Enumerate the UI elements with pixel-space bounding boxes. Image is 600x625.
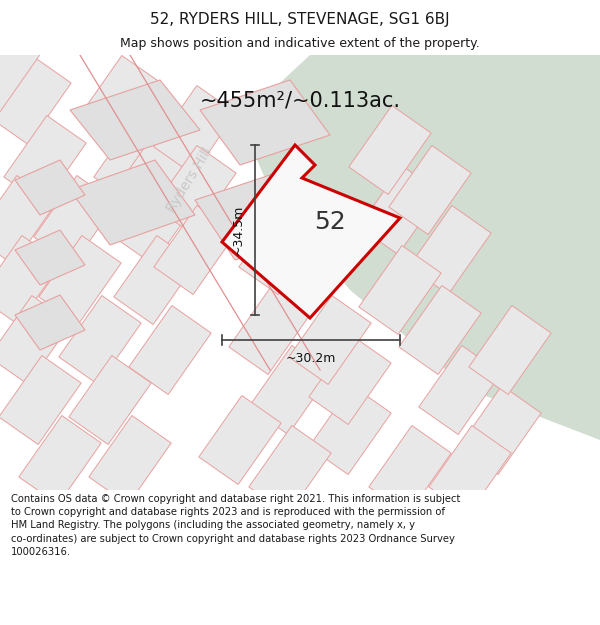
Polygon shape (195, 170, 320, 260)
Polygon shape (59, 296, 141, 384)
Polygon shape (222, 145, 400, 318)
Polygon shape (124, 116, 206, 204)
Polygon shape (79, 56, 161, 144)
Polygon shape (419, 346, 501, 434)
Polygon shape (309, 336, 391, 424)
Polygon shape (114, 236, 196, 324)
Polygon shape (229, 286, 311, 374)
Polygon shape (429, 426, 511, 514)
Text: 52: 52 (314, 210, 346, 234)
Polygon shape (0, 176, 56, 264)
Text: ~34.5m: ~34.5m (232, 205, 245, 255)
Polygon shape (15, 295, 85, 350)
Polygon shape (154, 146, 236, 234)
Polygon shape (239, 206, 321, 294)
Text: ~30.2m: ~30.2m (286, 352, 336, 365)
Polygon shape (89, 416, 171, 504)
Text: ~455m²/~0.113ac.: ~455m²/~0.113ac. (199, 90, 401, 110)
Polygon shape (199, 396, 281, 484)
Polygon shape (19, 416, 101, 504)
Polygon shape (369, 426, 451, 514)
Polygon shape (459, 386, 541, 474)
Polygon shape (69, 356, 151, 444)
Text: 52, RYDERS HILL, STEVENAGE, SG1 6BJ: 52, RYDERS HILL, STEVENAGE, SG1 6BJ (150, 12, 450, 27)
Polygon shape (0, 356, 81, 444)
Polygon shape (249, 426, 331, 514)
Polygon shape (409, 206, 491, 294)
Polygon shape (349, 106, 431, 194)
Polygon shape (114, 176, 196, 264)
Polygon shape (0, 236, 61, 324)
Polygon shape (70, 160, 195, 245)
Polygon shape (39, 236, 121, 324)
Polygon shape (0, 26, 41, 114)
Polygon shape (359, 246, 441, 334)
Text: Ryders Hill: Ryders Hill (164, 145, 215, 215)
Polygon shape (240, 55, 600, 440)
Text: Contains OS data © Crown copyright and database right 2021. This information is : Contains OS data © Crown copyright and d… (11, 494, 460, 557)
Polygon shape (0, 296, 71, 384)
Polygon shape (389, 146, 471, 234)
Polygon shape (200, 80, 330, 165)
Polygon shape (15, 160, 85, 215)
Polygon shape (0, 56, 71, 144)
Polygon shape (399, 286, 481, 374)
Polygon shape (154, 206, 236, 294)
Polygon shape (4, 116, 86, 204)
Polygon shape (129, 306, 211, 394)
Polygon shape (94, 116, 176, 204)
Polygon shape (34, 176, 116, 264)
Polygon shape (309, 386, 391, 474)
Polygon shape (359, 166, 441, 254)
Polygon shape (289, 296, 371, 384)
Polygon shape (469, 306, 551, 394)
Polygon shape (70, 80, 200, 160)
Polygon shape (249, 346, 331, 434)
Text: Map shows position and indicative extent of the property.: Map shows position and indicative extent… (120, 38, 480, 51)
Polygon shape (15, 230, 85, 285)
Polygon shape (154, 86, 236, 174)
